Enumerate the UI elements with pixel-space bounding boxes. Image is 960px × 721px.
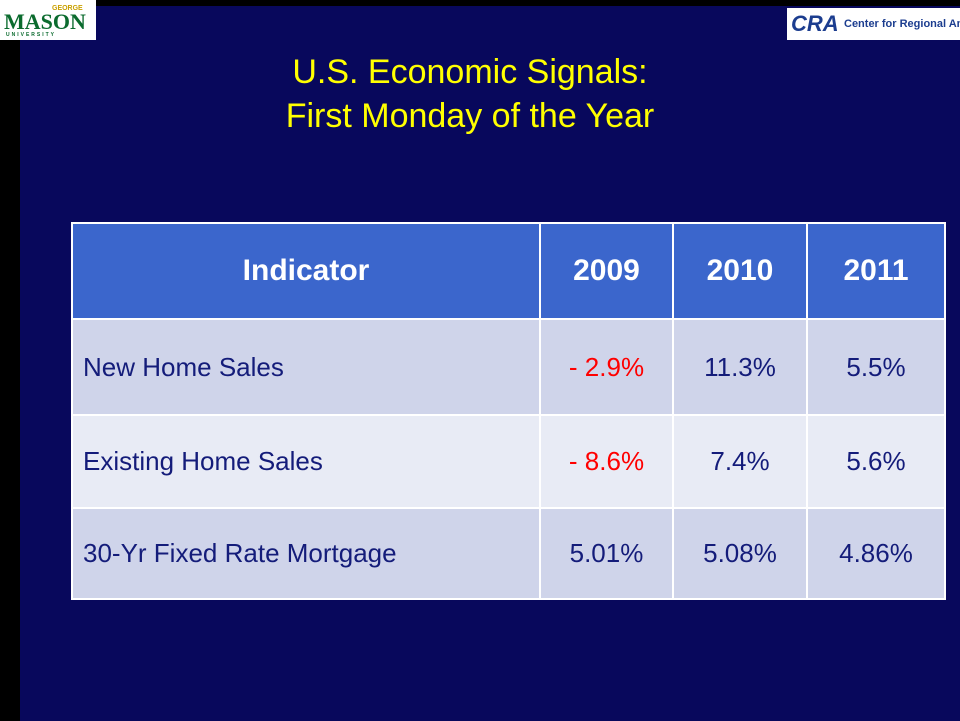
logo-top: GEORGE xyxy=(52,5,83,12)
table-cell: 11.3% xyxy=(672,318,808,416)
logo-main: MASON xyxy=(4,9,86,34)
table-row: Existing Home Sales - 8.6% 7.4% 5.6% xyxy=(71,414,946,509)
table-cell: 5.01% xyxy=(539,507,674,600)
logo-mark: CRA xyxy=(791,11,839,36)
table-cell: Existing Home Sales xyxy=(71,414,541,509)
table-cell: 5.5% xyxy=(806,318,946,416)
table: Indicator 2009 2010 2011 New Home Sales - 2.9… xyxy=(71,222,946,600)
table-row: 30-Yr Fixed Rate Mortgage 5.01% 5.08% 4.86% xyxy=(71,507,946,600)
header-cell: Indicator xyxy=(71,222,541,320)
cra-logo: CRA Center for Regional Analysis xyxy=(787,8,960,40)
table-cell: New Home Sales xyxy=(71,318,541,416)
left-border xyxy=(0,0,20,721)
table-cell: 30-Yr Fixed Rate Mortgage xyxy=(71,507,541,600)
header-cell: 2010 xyxy=(672,222,808,320)
logo-text: Center for Regional Analysis xyxy=(844,18,960,30)
table-cell: 4.86% xyxy=(806,507,946,600)
header-cell: 2011 xyxy=(806,222,946,320)
title: U.S. Economic Signals: First Monday of t… xyxy=(200,50,740,138)
table-row: New Home Sales - 2.9% 11.3% 5.5% xyxy=(71,318,946,416)
table-cell: 5.6% xyxy=(806,414,946,509)
logo-bottom: UNIVERSITY xyxy=(6,32,57,38)
table-cell: - 2.9% xyxy=(539,318,674,416)
gmu-logo: GEORGE MASON UNIVERSITY xyxy=(0,0,96,40)
table-cell: - 8.6% xyxy=(539,414,674,509)
table-cell: 5.08% xyxy=(672,507,808,600)
title-line: U.S. Economic Signals: xyxy=(292,53,648,91)
header-cell: 2009 xyxy=(539,222,674,320)
table-cell: 7.4% xyxy=(672,414,808,509)
header-row: Indicator 2009 2010 2011 xyxy=(71,222,946,320)
title-line: First Monday of the Year xyxy=(285,97,655,135)
